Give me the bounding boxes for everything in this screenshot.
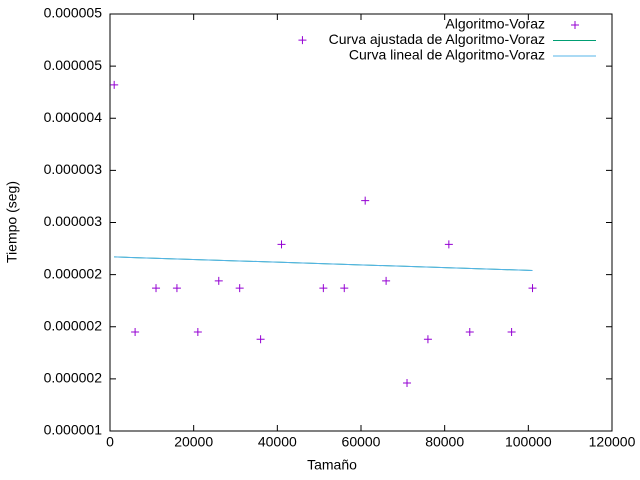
data-point bbox=[256, 335, 265, 344]
legend-label: Algoritmo-Voraz bbox=[445, 16, 545, 32]
data-point bbox=[361, 196, 370, 205]
data-point bbox=[319, 284, 328, 293]
data-point bbox=[340, 284, 349, 293]
x-tick-label: 80000 bbox=[425, 434, 464, 450]
data-point bbox=[131, 327, 140, 336]
y-axis-label: Tiempo (seg) bbox=[4, 181, 20, 263]
data-point bbox=[298, 36, 307, 45]
data-point bbox=[444, 240, 453, 249]
x-tick-label: 40000 bbox=[258, 434, 297, 450]
data-point bbox=[193, 327, 202, 336]
x-tick-label: 20000 bbox=[174, 434, 213, 450]
data-point bbox=[172, 284, 181, 293]
legend-symbol bbox=[571, 21, 579, 29]
y-tick-label: 0.000005 bbox=[44, 5, 103, 21]
y-tick-label: 0.000004 bbox=[44, 109, 103, 125]
plot-frame bbox=[109, 13, 613, 432]
x-tick-label: 60000 bbox=[342, 434, 381, 450]
data-point bbox=[423, 335, 432, 344]
y-tick-label: 0.000003 bbox=[44, 213, 103, 229]
y-tick-label: 0.000003 bbox=[44, 161, 103, 177]
legend-label: Curva ajustada de Algoritmo-Voraz bbox=[329, 31, 545, 47]
data-point bbox=[382, 276, 391, 285]
y-tick-label: 0.000001 bbox=[44, 422, 103, 438]
y-tick-label: 0.000002 bbox=[44, 265, 103, 281]
x-tick-label: 120000 bbox=[589, 434, 636, 450]
y-tick-label: 0.000002 bbox=[44, 370, 103, 386]
data-point bbox=[214, 276, 223, 285]
data-point bbox=[507, 327, 516, 336]
data-point bbox=[235, 284, 244, 293]
x-axis-label: Tamaño bbox=[307, 457, 357, 473]
data-point bbox=[277, 240, 286, 249]
data-point bbox=[465, 327, 474, 336]
data-point bbox=[528, 284, 537, 293]
x-tick-label: 100000 bbox=[505, 434, 552, 450]
y-tick-label: 0.000005 bbox=[44, 57, 103, 73]
legend-label: Curva lineal de Algoritmo-Voraz bbox=[349, 47, 545, 63]
x-tick-label: 0 bbox=[106, 434, 114, 450]
data-point bbox=[403, 379, 412, 388]
y-tick-label: 0.000002 bbox=[44, 317, 103, 333]
data-point bbox=[152, 284, 161, 293]
fit-line bbox=[114, 256, 533, 271]
data-point bbox=[110, 80, 119, 89]
